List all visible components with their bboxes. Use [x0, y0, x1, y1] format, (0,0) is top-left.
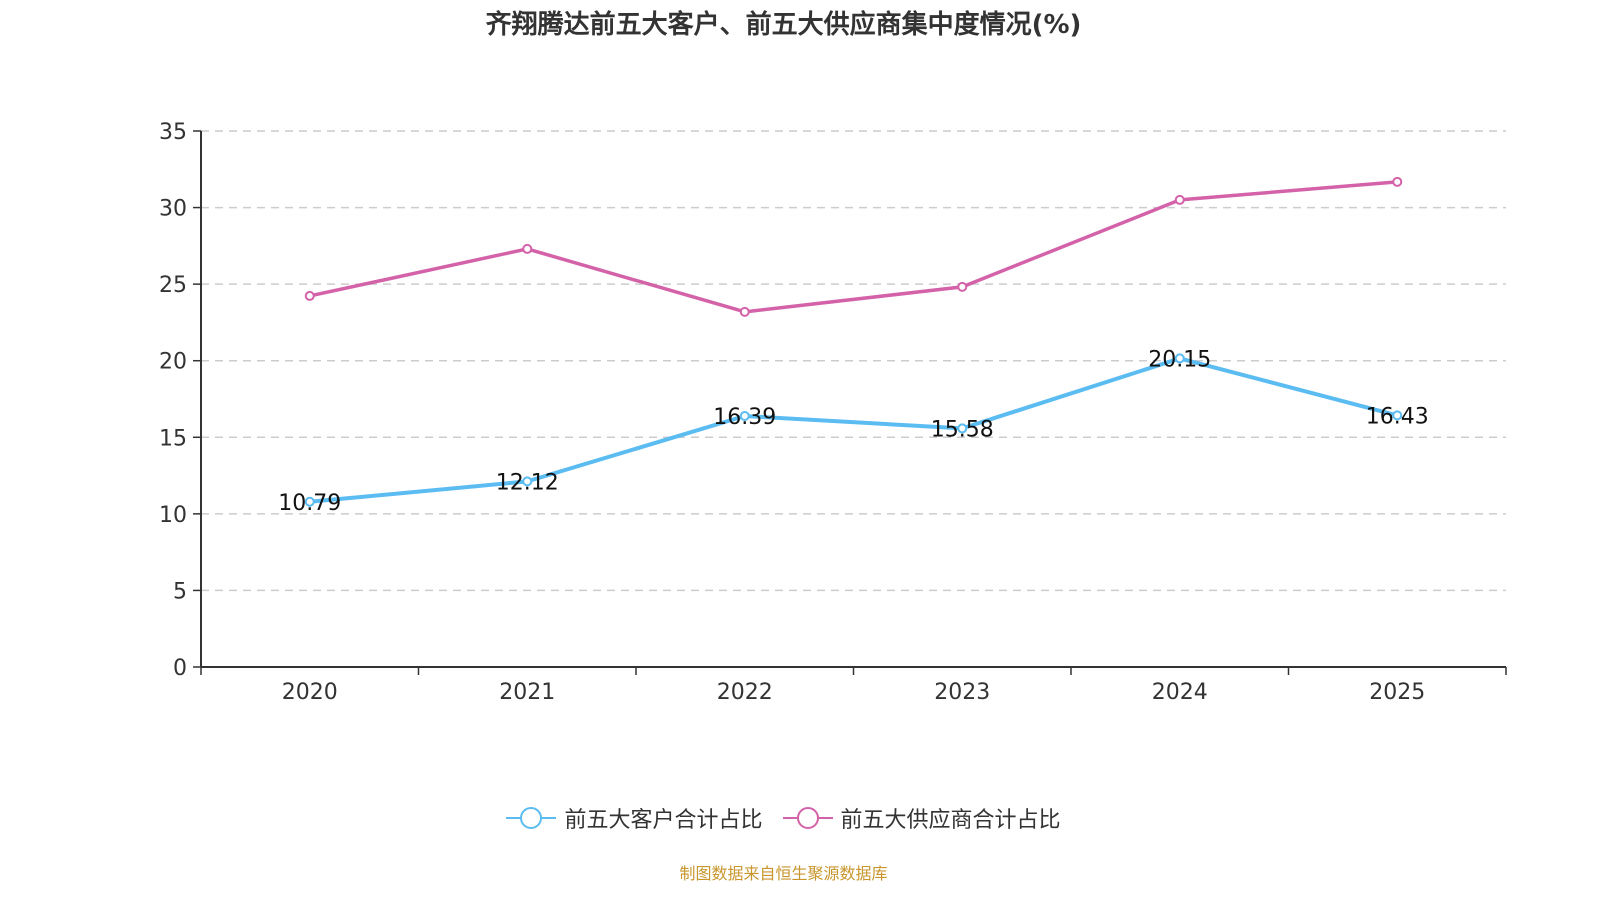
x-tick-label: 2022: [717, 680, 773, 705]
source-note: 制图数据来自恒生聚源数据库: [679, 864, 888, 883]
data-label: 12.12: [496, 470, 559, 495]
series-line-suppliers: [309, 180, 1398, 314]
y-tick-label: 10: [159, 503, 187, 528]
legend-marker-customers-icon: [506, 807, 557, 829]
data-point: [522, 243, 533, 254]
data-point: [304, 496, 315, 507]
legend-label-suppliers: 前五大供应商合计占比: [840, 808, 1061, 833]
y-tick-label: 15: [159, 426, 187, 451]
y-tick-label: 0: [173, 656, 187, 681]
x-tick-label: 2024: [1152, 680, 1208, 705]
data-point: [957, 281, 968, 292]
data-point: [1174, 353, 1185, 364]
series: [304, 176, 1403, 507]
data-point: [739, 410, 750, 421]
data-point: [957, 423, 968, 434]
y-tick-label: 5: [173, 579, 187, 604]
data-point: [522, 476, 533, 487]
y-tick-label: 20: [159, 350, 187, 375]
data-labels: 10.79 12.12 16.39 15.58 20.15 16.43: [278, 347, 1428, 515]
data-point: [1392, 176, 1403, 187]
legend-label-customers: 前五大客户合计占比: [564, 808, 763, 833]
legend-marker-suppliers-icon: [782, 807, 833, 829]
chart-title: 齐翔腾达前五大客户、前五大供应商集中度情况(%): [485, 10, 1082, 40]
legend-item-suppliers[interactable]: 前五大供应商合计占比: [782, 802, 1061, 834]
gridlines: [201, 130, 1506, 592]
data-point: [739, 306, 750, 317]
data-point: [1392, 410, 1403, 421]
data-label: 16.43: [1366, 404, 1429, 429]
data-label: 10.79: [278, 491, 341, 516]
y-tick-label: 35: [159, 120, 187, 145]
x-tick-label: 2020: [282, 680, 338, 705]
x-tick-label: 2023: [934, 680, 990, 705]
data-label: 20.15: [1148, 347, 1211, 372]
y-tick-label: 30: [159, 197, 187, 222]
y-tick-label: 25: [159, 273, 187, 298]
legend: 前五大客户合计占比 前五大供应商合计占比: [0, 802, 1567, 834]
data-point: [304, 290, 315, 301]
legend-item-customers[interactable]: 前五大客户合计占比: [506, 802, 763, 834]
data-label: 16.39: [713, 405, 776, 430]
series-line-customers: [309, 356, 1398, 504]
data-label: 15.58: [931, 417, 994, 442]
x-tick-label: 2021: [499, 680, 555, 705]
data-point: [1174, 194, 1185, 205]
x-tick-label: 2025: [1369, 680, 1425, 705]
